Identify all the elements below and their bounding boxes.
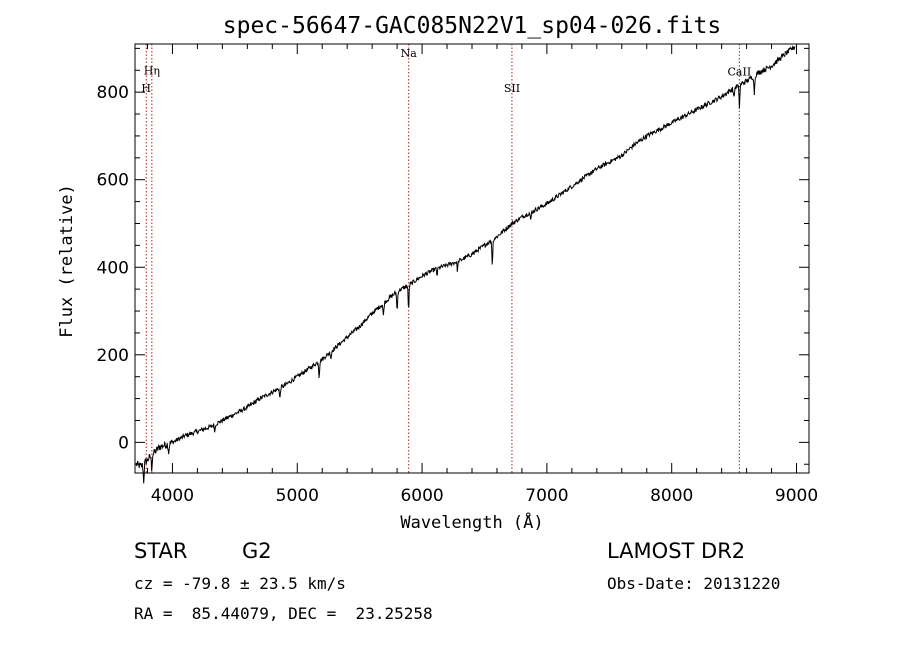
x-tick-label: 5000	[276, 486, 319, 506]
y-tick-label: 400	[97, 258, 129, 278]
x-axis: 4000 5000 6000 7000 8000 9000	[146, 44, 818, 506]
coordinates: RA = 85.44079, DEC = 23.25258	[134, 604, 433, 623]
object-class: STAR	[134, 539, 188, 563]
spectral-line-label: H	[141, 82, 151, 95]
plot-frame	[134, 43, 810, 474]
y-tick-label: 200	[97, 346, 129, 366]
y-tick-label: 0	[118, 433, 129, 453]
x-tick-label: 6000	[400, 486, 443, 506]
spectrum-layer	[135, 45, 796, 484]
spectral-line-label: SII	[504, 82, 520, 95]
object-subclass: G2	[242, 539, 272, 563]
y-tick-label: 800	[97, 83, 129, 103]
redshift-velocity: cz = -79.8 ± 23.5 km/s	[134, 574, 346, 593]
x-tick-label: 8000	[650, 486, 693, 506]
y-axis-label: Flux (relative)	[57, 184, 77, 338]
x-tick-label: 7000	[525, 486, 568, 506]
x-tick-label: 4000	[151, 486, 194, 506]
survey-name: LAMOST DR2	[607, 539, 746, 563]
x-tick-label: 9000	[775, 486, 818, 506]
x-axis-label: Wavelength (Å)	[400, 511, 543, 533]
observation-date: Obs-Date: 20131220	[607, 574, 781, 593]
y-axis: 0 200 400 600 800	[97, 47, 809, 465]
spectral-line-label: Na	[401, 47, 418, 60]
y-tick-label: 600	[97, 171, 129, 191]
spectral-line-markers: Hη H Na SII CaII	[141, 44, 751, 473]
spectral-line-label: CaII	[728, 66, 752, 79]
spectrum-line	[135, 45, 796, 484]
chart-title: spec-56647-GAC085N22V1_sp04-026.fits	[223, 13, 722, 39]
spectral-line-label: Hη	[144, 65, 160, 78]
